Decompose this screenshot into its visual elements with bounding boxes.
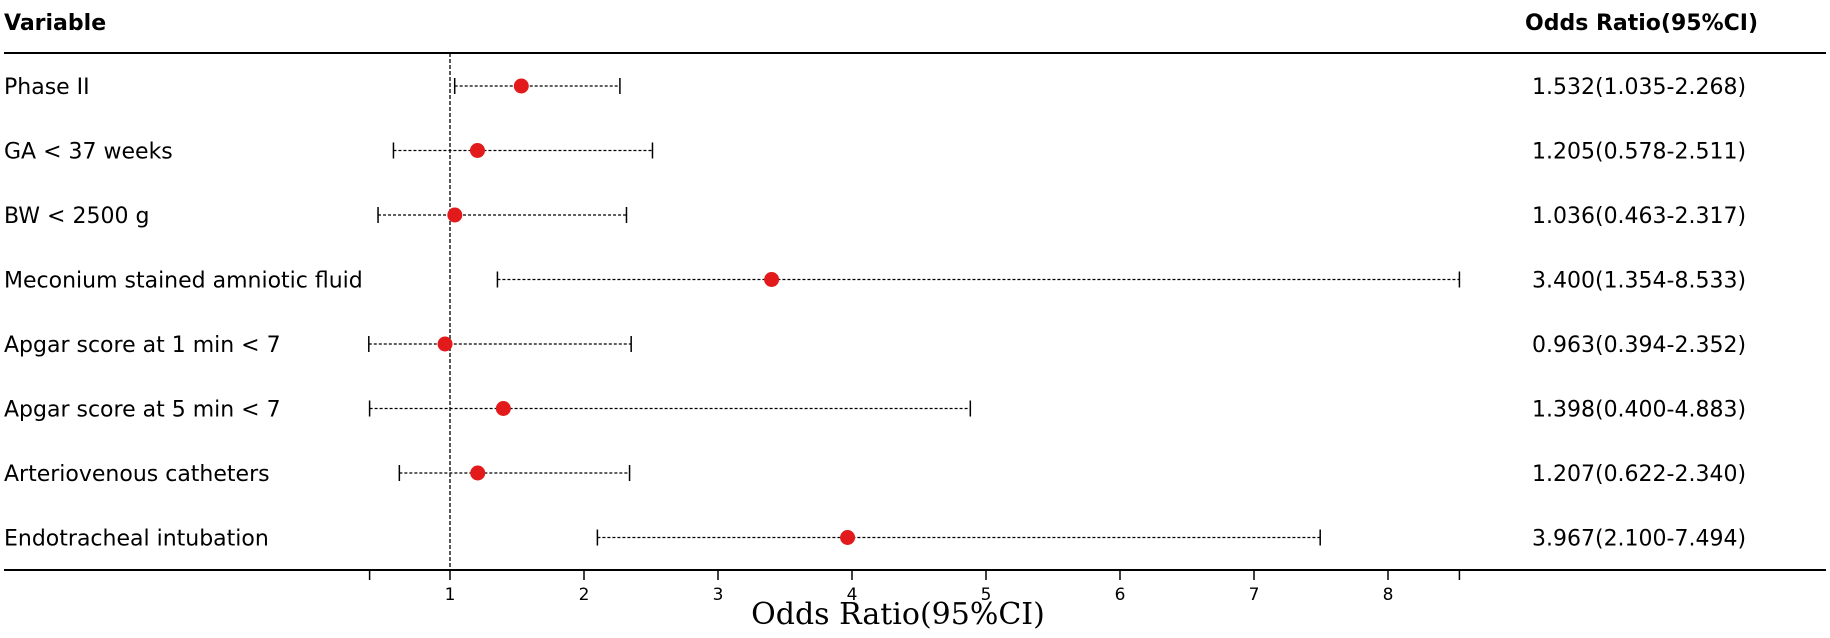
forest-row: Endotracheal intubation 3.967(2.100-7.494… bbox=[4, 527, 1746, 552]
row-label: Meconium stained amniotic fluid bbox=[4, 269, 363, 294]
axis-tick-label: 4 bbox=[847, 585, 858, 605]
or-ci-text: 1.036(0.463-2.317) bbox=[1532, 204, 1746, 229]
forest-row: BW < 2500 g 1.036(0.463-2.317) bbox=[4, 204, 1746, 229]
or-ci-text: 1.532(1.035-2.268) bbox=[1532, 75, 1746, 100]
row-label: Apgar score at 5 min < 7 bbox=[4, 398, 281, 423]
row-label: Apgar score at 1 min < 7 bbox=[4, 333, 281, 358]
or-ci-text: 0.963(0.394-2.352) bbox=[1532, 333, 1746, 358]
x-axis-title: Odds Ratio(95%CI) bbox=[751, 597, 1045, 632]
row-label: GA < 37 weeks bbox=[4, 140, 173, 165]
or-ci-text: 3.967(2.100-7.494) bbox=[1532, 527, 1746, 552]
or-point bbox=[447, 207, 463, 223]
or-point bbox=[470, 465, 486, 481]
row-label: BW < 2500 g bbox=[4, 204, 149, 229]
forest-row: Phase II 1.532(1.035-2.268) bbox=[4, 75, 1746, 100]
forest-row: Apgar score at 1 min < 7 0.963(0.394-2.35… bbox=[4, 333, 1746, 358]
row-label: Arteriovenous catheters bbox=[4, 462, 270, 487]
axis-tick-label: 7 bbox=[1249, 585, 1260, 605]
or-ci-text: 1.205(0.578-2.511) bbox=[1532, 140, 1746, 165]
or-ci-text: 3.400(1.354-8.533) bbox=[1532, 269, 1746, 294]
forest-row: GA < 37 weeks 1.205(0.578-2.511) bbox=[4, 140, 1746, 165]
or-point bbox=[513, 78, 529, 94]
header-or-ci: Odds Ratio(95%CI) bbox=[1525, 11, 1758, 36]
row-label: Phase II bbox=[4, 75, 90, 100]
rows-layer: Phase II 1.532(1.035-2.268) GA < 37 weeks 1… bbox=[4, 53, 1746, 570]
or-point bbox=[469, 143, 485, 158]
or-ci-text: 1.207(0.622-2.340) bbox=[1532, 462, 1746, 487]
axis-tick-label: 3 bbox=[713, 585, 724, 605]
axis-tick-label: 1 bbox=[445, 585, 456, 605]
x-axis: 1 2 3 4 5 6 7 8 bbox=[368, 570, 1461, 605]
or-point bbox=[437, 336, 453, 352]
axis-tick-label: 8 bbox=[1383, 585, 1394, 605]
or-point bbox=[840, 530, 856, 545]
or-point bbox=[495, 401, 511, 416]
row-label: Endotracheal intubation bbox=[4, 527, 269, 552]
or-ci-text: 1.398(0.400-4.883) bbox=[1532, 398, 1746, 423]
forest-row: Meconium stained amniotic fluid 3.400(1.3… bbox=[4, 269, 1746, 294]
or-point bbox=[764, 272, 780, 287]
axis-tick-label: 6 bbox=[1115, 585, 1126, 605]
forest-row: Apgar score at 5 min < 7 1.398(0.400-4.88… bbox=[4, 398, 1746, 423]
header-variable: Variable bbox=[4, 11, 106, 36]
forest-row: Arteriovenous catheters 1.207(0.622-2.340… bbox=[4, 462, 1746, 487]
axis-tick-label: 2 bbox=[579, 585, 590, 605]
axis-tick-label: 5 bbox=[981, 585, 992, 605]
